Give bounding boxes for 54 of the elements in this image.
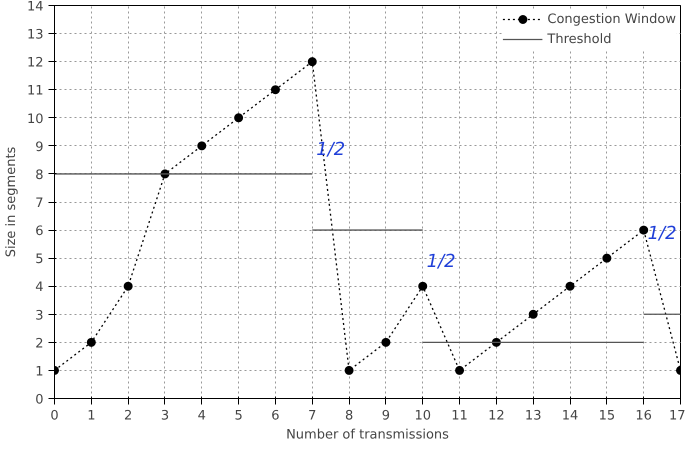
point <box>381 338 390 347</box>
point <box>344 366 354 375</box>
y-axis-title: Size in segments <box>4 146 19 258</box>
y-tick-label: 0 <box>35 392 44 408</box>
point <box>566 282 575 291</box>
x-tick-label: 10 <box>414 408 432 424</box>
point <box>124 282 133 291</box>
legend-label: Congestion Window <box>547 12 676 26</box>
point <box>418 282 428 291</box>
x-tick-label: 4 <box>198 408 206 424</box>
x-tick-label: 11 <box>451 408 468 424</box>
y-tick-label: 5 <box>35 252 44 268</box>
x-tick-label: 3 <box>160 408 170 424</box>
y-tick-label: 1 <box>35 364 44 380</box>
legend-label: Threshold <box>547 32 612 46</box>
y-tick-label: 14 <box>26 0 44 14</box>
x-tick-label: 8 <box>344 408 354 424</box>
y-tick-label: 10 <box>26 112 44 127</box>
annotation: 1/2 <box>648 223 677 244</box>
y-tick-label: 11 <box>26 84 44 99</box>
x-tick-label: 1 <box>87 408 96 424</box>
x-tick-label: 5 <box>234 408 243 424</box>
x-tick-label: 12 <box>488 408 505 424</box>
point <box>639 226 648 235</box>
point <box>270 85 280 94</box>
x-tick-label: 17 <box>668 408 686 424</box>
x-tick-label: 0 <box>50 408 59 424</box>
x-tick-label: 2 <box>124 408 132 424</box>
y-tick-label: 12 <box>26 56 44 71</box>
x-tick-label: 7 <box>308 408 316 424</box>
y-tick-label: 6 <box>35 224 44 240</box>
x-tick-label: 9 <box>382 408 390 424</box>
point <box>602 254 612 263</box>
y-tick-label: 13 <box>26 28 44 43</box>
y-tick-label: 2 <box>35 336 44 352</box>
point <box>197 141 206 150</box>
point <box>455 366 464 375</box>
x-axis-title: Number of transmissions <box>286 428 450 442</box>
y-tick-label: 3 <box>35 308 44 324</box>
x-tick-label: 13 <box>524 408 542 424</box>
x-tick-label: 14 <box>562 408 578 424</box>
x-tick-label: 16 <box>635 408 652 424</box>
y-tick-label: 7 <box>35 196 44 211</box>
point <box>234 113 244 122</box>
y-tick-label: 9 <box>35 140 44 155</box>
point <box>528 310 538 319</box>
point <box>308 57 317 66</box>
y-tick-label: 8 <box>35 168 44 183</box>
y-tick-label: 4 <box>35 280 44 296</box>
point <box>86 338 96 347</box>
x-tick-label: 15 <box>598 408 616 424</box>
x-tick-label: 6 <box>271 408 280 424</box>
annotation: 1/2 <box>426 251 456 272</box>
annotation: 1/2 <box>316 138 346 160</box>
